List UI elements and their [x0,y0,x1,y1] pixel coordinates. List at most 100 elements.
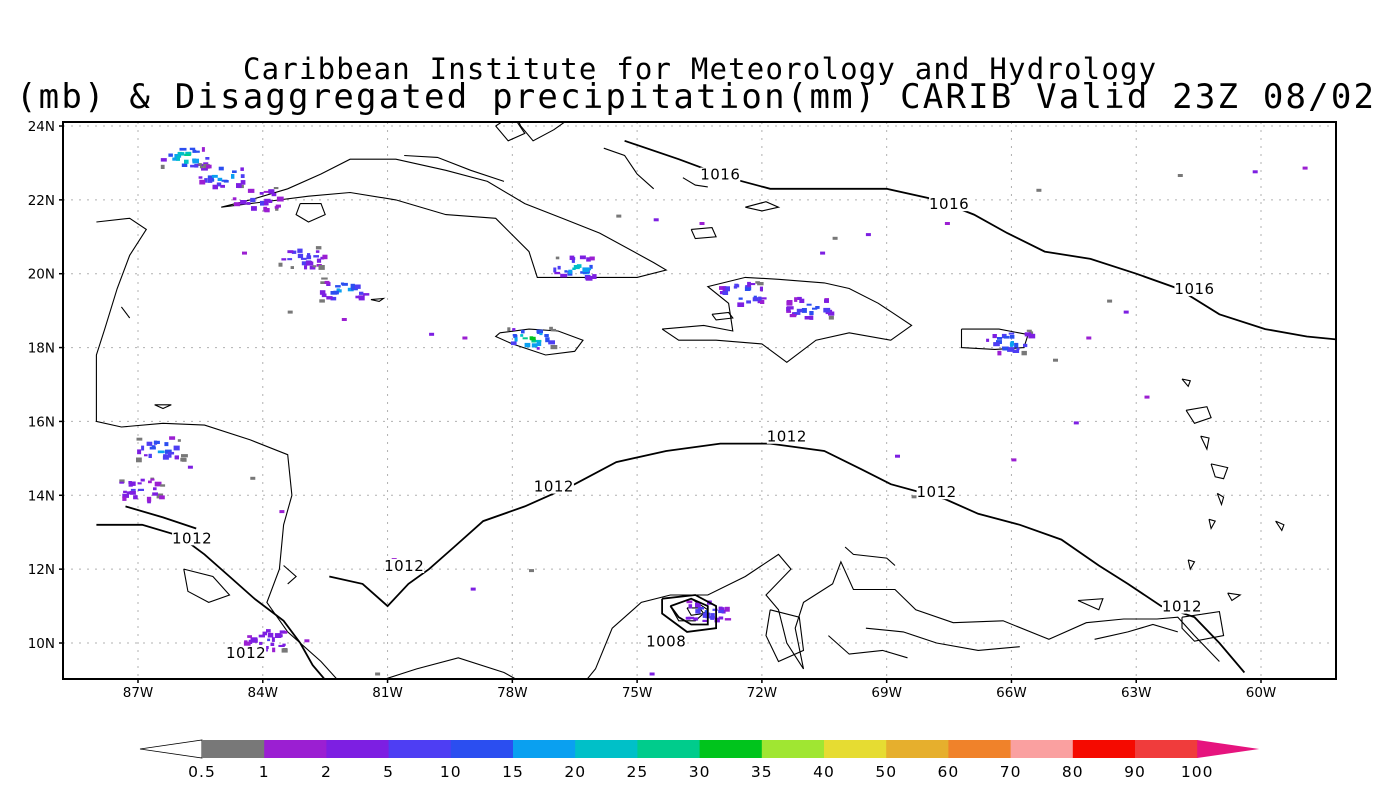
precip-cell [148,453,152,458]
precip-cell [218,166,224,171]
precip-cell [537,329,541,334]
precip-area-haiti [719,281,767,307]
precip-cell [177,439,181,442]
precip-cell [217,177,223,181]
colorbar-swatch [202,740,265,758]
precip-cell [1007,347,1015,351]
grid-lines [63,122,1336,679]
precip-cell [128,484,133,487]
isobar-label: 1012 [1162,598,1202,616]
precip-cell [240,174,245,178]
colorbar-swatch [824,740,887,758]
precip-cell [231,174,235,179]
gonave-coastline [711,311,734,321]
precip-speck [1302,166,1308,170]
precip-cell [282,648,288,652]
precip-cell [330,296,337,301]
colorbar-label: 30 [689,763,711,781]
precip-cell [579,255,586,260]
precip-cell [793,312,801,315]
precip-cell [815,306,820,309]
precip-cell [204,178,208,183]
isobar-label-bg [700,167,741,182]
colorbar-swatch [948,740,1012,758]
precip-cell [1016,347,1020,351]
cuba-coast-coastline [221,158,668,278]
precip-cell [545,337,550,343]
precip-cell [126,491,131,495]
colorbar-label: 80 [1062,763,1084,781]
precip-cell [309,261,314,266]
precip-area-dominican-rep [786,296,835,320]
precip-cell [531,339,536,343]
precip-area-cuba-west-2 [198,163,246,190]
precip-cell [554,271,561,275]
precip-cell [786,306,794,310]
colorbar-label: 40 [813,763,835,781]
precip-cell [801,308,807,313]
precip-cell [993,342,1000,347]
precip-cell [128,481,132,485]
precip-cell [333,290,339,295]
precip-cell [313,255,319,258]
colorbar-label: 5 [383,763,394,781]
precip-cell [122,493,129,498]
precip-cell [718,610,724,614]
lat-tick-label: 14N [28,488,55,504]
precip-cell [130,481,136,486]
precip-cell [273,187,279,190]
precip-cell [695,602,701,608]
inagua-coastline [690,227,717,240]
precip-cell [1003,335,1010,339]
south-america-coastline [586,553,1220,679]
precip-cell [168,451,175,455]
precip-speck [1073,421,1079,425]
precip-cell [264,649,268,652]
precip-cell [1028,333,1036,339]
precip-cell [236,183,242,188]
trinidad-coastline [1181,610,1225,642]
precip-cell [536,341,542,346]
precip-speck [529,569,534,573]
precip-speck [944,222,950,225]
precip-speck [250,476,256,480]
precip-cell [757,282,764,286]
precip-cell [746,300,751,304]
precip-cell [184,153,191,156]
precip-cell [722,290,729,295]
isobar-label: 1012 [917,483,957,501]
precip-cell [266,629,271,633]
precip-cell [539,333,543,336]
precip-cell [512,328,516,331]
precip-cell [275,208,279,211]
precip-speck [820,251,826,255]
precip-cell [786,301,793,306]
precip-cell [514,337,518,342]
precip-cell [192,158,199,164]
isobar-label-bg [1174,282,1215,297]
precip-cell [148,480,152,484]
lat-tick-label: 20N [28,267,55,283]
precip-cell [748,283,756,286]
precip-cell [824,299,829,303]
isobar-label-bg [929,197,970,212]
precip-cell [274,206,279,209]
precip-cell [555,256,560,260]
precip-cell [141,445,145,451]
precip-cell [119,479,125,484]
precip-cell [573,265,580,270]
precip-cell [318,265,325,270]
precip-cell [549,326,553,330]
precip-cell [828,315,834,320]
precip-cell [564,270,568,273]
precip-cell [165,449,172,454]
color-legend: 0.5 1 2 5 10 15 20 25 30 35 40 50 60 70 80 90 100 [139,739,1260,781]
precip-cell [319,290,326,295]
isobar-1012-main [329,442,1246,674]
precip-cell [160,164,165,169]
colorbar-arrow-low [139,739,203,759]
precip-cell [307,253,311,256]
precip-cell [137,449,142,455]
precip-cell [580,271,587,274]
precip-area-cuba-east [553,255,597,281]
